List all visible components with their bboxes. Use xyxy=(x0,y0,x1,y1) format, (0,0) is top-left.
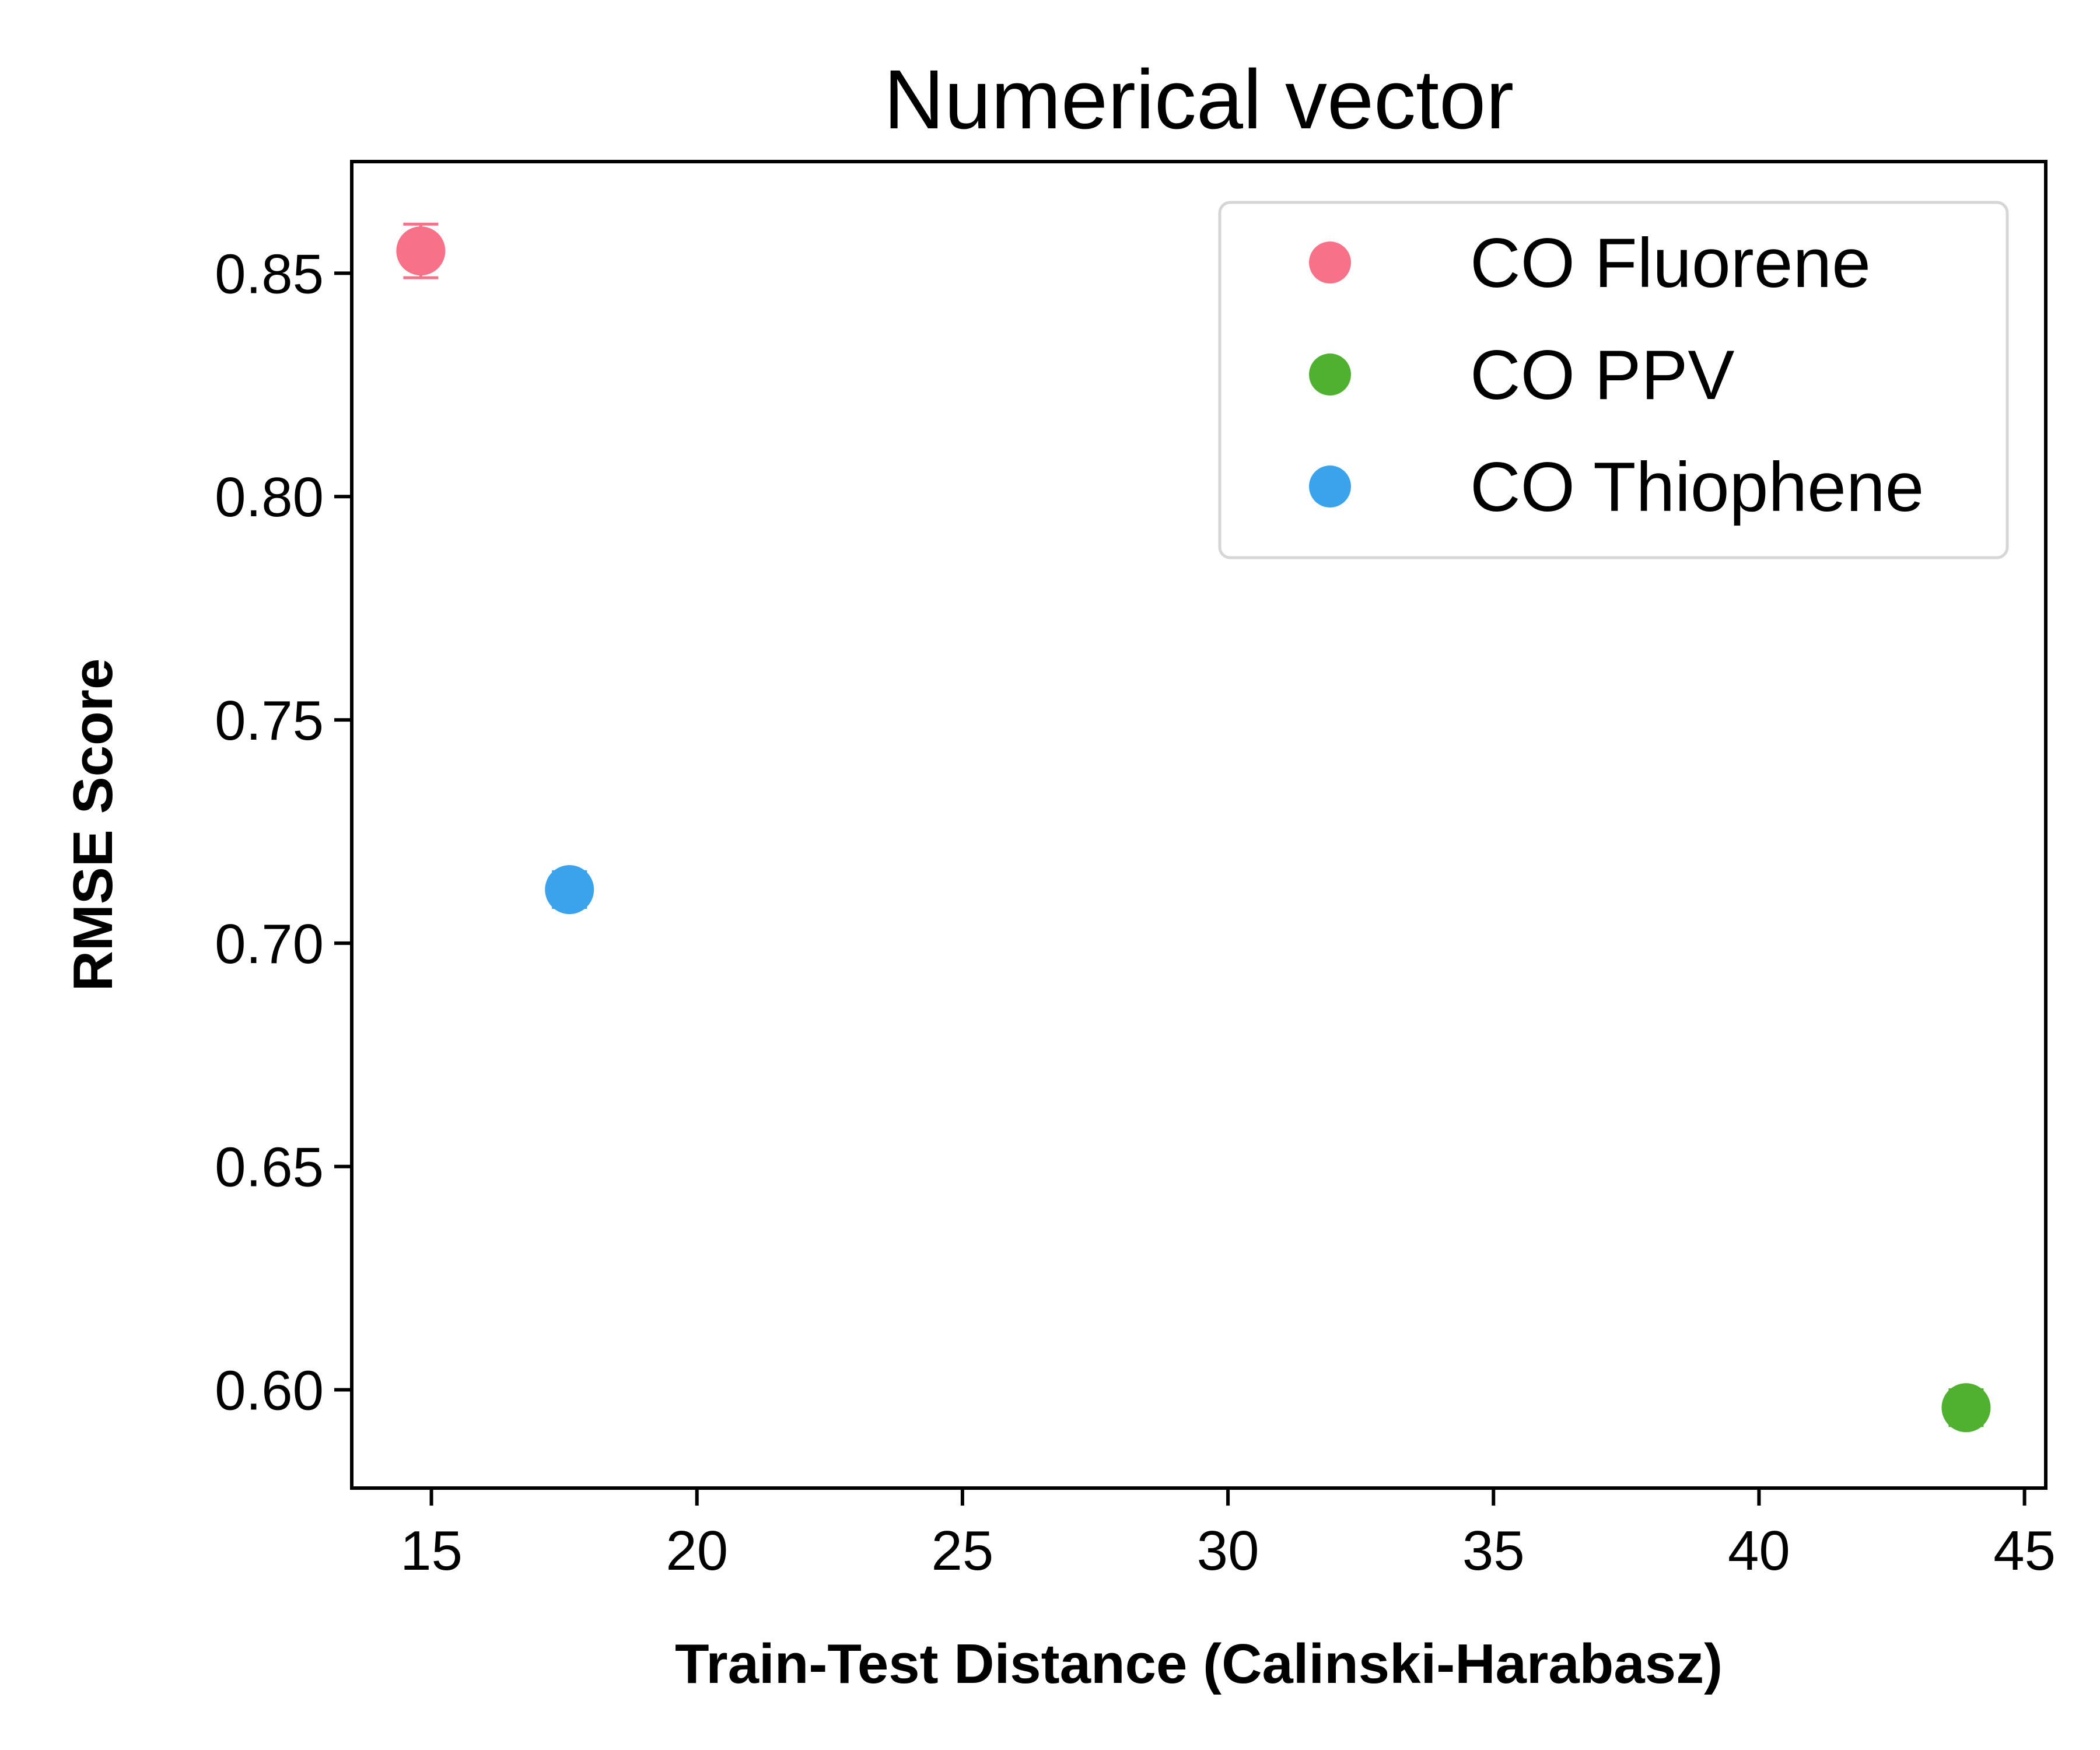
legend-label: CO Fluorene xyxy=(1470,224,1871,302)
legend-marker xyxy=(1309,242,1351,284)
legend-label: CO Thiophene xyxy=(1470,448,1924,526)
x-axis-ticks: 15 20 25 30 35 40 45 xyxy=(400,1488,2056,1582)
data-point xyxy=(1941,1383,1991,1433)
data-point xyxy=(545,865,594,915)
legend-marker xyxy=(1309,466,1351,508)
y-tick-label: 0.60 xyxy=(215,1360,324,1422)
x-tick-label: 20 xyxy=(666,1520,728,1582)
plot-frame xyxy=(350,160,2048,1490)
y-axis-ticks: 0.60 0.65 0.70 0.75 0.80 0.85 xyxy=(215,243,352,1422)
x-axis-title: Train-Test Distance (Calinski-Harabasz) xyxy=(675,1633,1723,1695)
x-tick-label: 25 xyxy=(932,1520,994,1582)
legend-box xyxy=(1218,201,2009,559)
legend-label: CO PPV xyxy=(1470,336,1734,414)
legend: CO Fluorene CO PPV CO Thiophene xyxy=(1218,201,2009,559)
y-tick-label: 0.65 xyxy=(215,1136,324,1199)
y-tick-label: 0.80 xyxy=(215,466,324,528)
y-tick-label: 0.70 xyxy=(215,913,324,975)
data-point xyxy=(396,226,446,276)
x-tick-label: 35 xyxy=(1462,1520,1525,1582)
legend-marker xyxy=(1309,354,1351,396)
x-tick-label: 15 xyxy=(400,1520,463,1582)
x-tick-label: 30 xyxy=(1197,1520,1259,1582)
y-tick-label: 0.75 xyxy=(215,690,324,752)
x-tick-label: 40 xyxy=(1728,1520,1790,1582)
y-tick-label: 0.85 xyxy=(215,243,324,305)
data-points xyxy=(396,222,1991,1433)
chart-title: Numerical vector xyxy=(884,52,1514,146)
y-axis-title: RMSE Score xyxy=(62,659,124,992)
x-tick-label: 45 xyxy=(1993,1520,2056,1582)
